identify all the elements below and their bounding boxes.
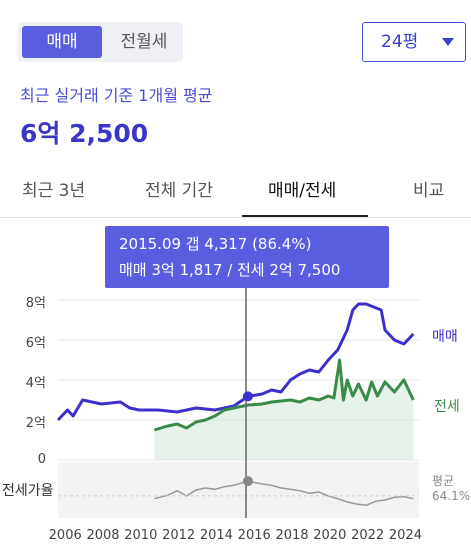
- y-tick-label: 6억: [25, 336, 46, 351]
- y-tick-label: 2억: [25, 416, 46, 431]
- average-ratio: 평균 64.1%: [432, 474, 470, 504]
- tooltip-gap: 2015.09 갭 4,317 (86.4%): [119, 235, 312, 253]
- hover-point-rate: [242, 476, 253, 487]
- average-ratio-value: 64.1%: [432, 489, 471, 503]
- series-line-sale: [56, 302, 415, 422]
- x-tick-label: 2008: [86, 528, 120, 543]
- y-tick-label: 8억: [25, 296, 46, 311]
- x-tick-label: 2010: [124, 528, 158, 543]
- size-select-value: 24평: [381, 32, 419, 52]
- price-basis-subtitle: 최근 실거래 기준 1개월 평균: [20, 86, 213, 105]
- x-tick-label: 2020: [313, 528, 347, 543]
- toggle-sale[interactable]: 매매: [22, 26, 102, 58]
- y-tick-label: 4억: [25, 376, 46, 391]
- series-line-jeonse-rate: [154, 480, 414, 507]
- active-tab-indicator: [242, 215, 368, 217]
- legend-jeonse: 전세: [434, 399, 460, 415]
- average-price: 6억 2,500: [20, 119, 149, 148]
- chevron-down-icon: [442, 38, 454, 46]
- hover-tooltip: 2015.09 갭 4,317 (86.4%) 매매 3억 1,817 / 전세…: [105, 226, 389, 288]
- ratio-panel-bg: [58, 462, 419, 518]
- tab-sale-jeonse[interactable]: 매매/전세: [268, 181, 337, 201]
- x-tick-label: 2018: [275, 528, 309, 543]
- x-tick-label: 2022: [351, 528, 385, 543]
- tab-recent-3-years[interactable]: 최근 3년: [22, 181, 86, 201]
- tab-all-period[interactable]: 전체 기간: [145, 181, 213, 201]
- toggle-rent[interactable]: 전월세: [120, 32, 168, 52]
- x-tick-label: 2006: [48, 528, 82, 543]
- size-select[interactable]: 24평: [362, 22, 466, 62]
- period-tabs: 최근 3년 전체 기간 매매/전세 비교: [0, 168, 471, 218]
- jeonse-rate-axis-label: 전세가율: [2, 483, 54, 499]
- series-line-jeonse: [153, 358, 415, 432]
- x-tick-label: 2012: [162, 528, 196, 543]
- x-tick-label: 2014: [199, 528, 233, 543]
- x-tick-label: 2024: [388, 528, 422, 543]
- legend-sale: 매매: [432, 329, 458, 345]
- x-tick-label: 2016: [237, 528, 271, 543]
- hover-point-sale: [242, 391, 253, 402]
- y-tick-label: 0: [37, 452, 46, 467]
- tab-compare[interactable]: 비교: [413, 181, 445, 201]
- trade-type-toggle: 매매 전월세: [18, 22, 183, 62]
- tooltip-prices: 매매 3억 1,817 / 전세 2억 7,500: [119, 261, 341, 279]
- average-ratio-title: 평균: [432, 474, 455, 488]
